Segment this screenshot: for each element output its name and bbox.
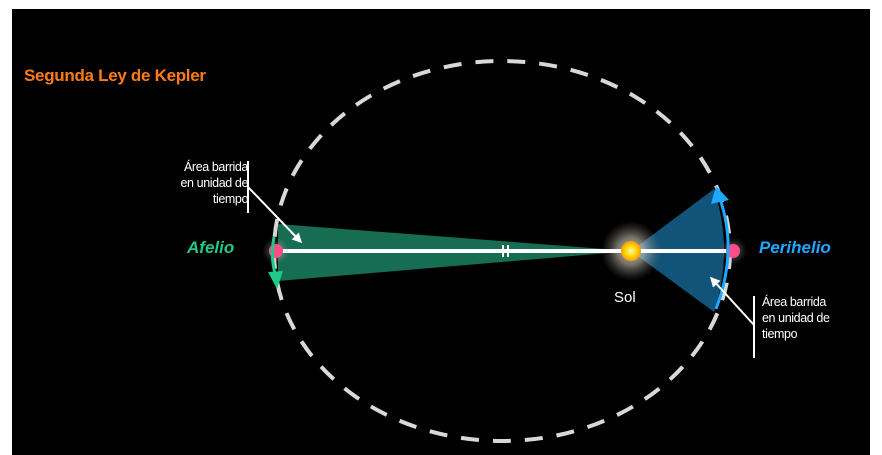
sun-label: Sol [614, 289, 636, 306]
kepler-diagram-svg [247, 59, 755, 443]
perihelion-label: Perihelio [759, 238, 831, 257]
aphelion-area-annotation: Área barrida en unidad de tiempo [122, 159, 249, 207]
diagram-title: Segunda Ley de Kepler [24, 66, 206, 85]
annotation-line: Área barrida [184, 160, 248, 174]
annotation-line: en unidad de [180, 176, 249, 190]
perihelion-motion-arrow [714, 198, 730, 310]
left-annotation-pointer [247, 186, 303, 244]
aphelion-label: Afelio [187, 238, 235, 257]
annotation-line: Área barrida [762, 295, 826, 309]
annotation-line: en unidad de [762, 311, 830, 325]
annotation-line: tiempo [212, 192, 249, 206]
right-annotation-pointer [709, 276, 755, 326]
sun-icon [621, 241, 641, 261]
diagram-frame: Segunda Ley de Kepler Área barrida en un… [12, 9, 870, 455]
perihelion-area-annotation: Área barrida en unidad de tiempo [762, 294, 862, 342]
aphelion-arrowhead [268, 271, 283, 289]
annotation-line: tiempo [762, 327, 798, 341]
perihelion-arrowhead [711, 186, 729, 204]
